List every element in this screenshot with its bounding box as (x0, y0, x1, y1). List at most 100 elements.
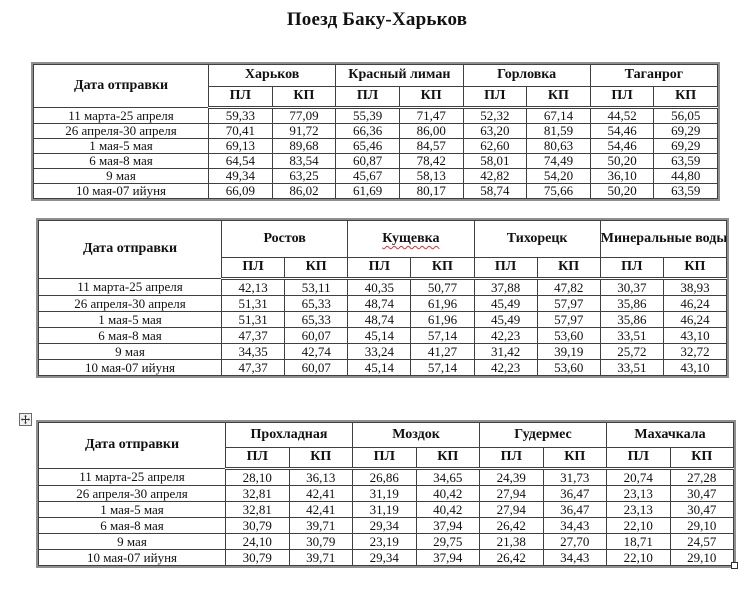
fare-cell: 48,74 (347, 295, 412, 312)
table-row: 1 мая-5 мая 32,81 42,41 31,19 40,42 27,94 36,4… (38, 501, 734, 518)
fare-cell: 46,24 (662, 295, 728, 312)
fare-cell: 30,79 (288, 533, 353, 550)
fare-cell: 32,81 (225, 501, 290, 518)
date-cell: 10 мая-07 ийуня (33, 183, 209, 199)
date-cell: 26 апреля-30 апреля (38, 485, 226, 502)
date-cell: 10 мая-07 ийуня (38, 549, 226, 566)
fare-cell: 58,13 (398, 168, 464, 184)
fare-cell: 22,10 (606, 549, 671, 566)
fare-cell: 42,82 (462, 168, 528, 184)
table-row: 9 мая 49,34 63,25 45,67 58,13 42,82 54,20 36,10… (33, 168, 718, 184)
fare-cell: 63,59 (653, 153, 718, 169)
table-row: 10 мая-07 ийуня 66,09 86,02 61,69 80,17 58,74… (33, 183, 718, 199)
date-column-header: Дата отправки (38, 220, 222, 279)
fare-cell: 61,69 (335, 183, 400, 199)
class-header: КП (284, 257, 349, 280)
fare-cell: 74,49 (526, 153, 591, 169)
class-header: КП (536, 257, 601, 280)
fare-cell: 61,96 (410, 311, 475, 328)
fare-cell: 89,68 (271, 138, 337, 154)
fare-cell: 31,19 (352, 485, 417, 502)
fare-cell: 75,66 (526, 183, 591, 199)
table-row: 26 апреля-30 апреля 70,41 91,72 66,36 86,00 6… (33, 123, 718, 139)
fare-cell: 23,13 (606, 501, 671, 518)
fare-cell: 29,75 (415, 533, 480, 550)
fare-cell: 61,96 (410, 295, 475, 312)
fare-cell: 30,37 (599, 278, 664, 296)
city-header-row: Дата отправки Харьков Красный лиман Горловк… (33, 64, 719, 108)
fare-table-1: Дата отправки Харьков Красный лиман Горловк… (31, 62, 720, 201)
fare-cell: 30,79 (225, 549, 290, 566)
table-row: 11 марта-25 апреля 42,13 53,11 40,35 50,77 37… (38, 278, 728, 296)
fare-cell: 37,94 (415, 549, 480, 566)
table-row: 10 мая-07 ийуня 30,79 39,71 29,34 37,94 26,42… (38, 549, 734, 566)
fare-cell: 39,71 (288, 517, 353, 534)
fare-cell: 62,60 (462, 138, 528, 154)
class-header-row: ПЛ КП ПЛ КП ПЛ КП ПЛ КП (39, 447, 734, 470)
fare-cell: 38,93 (662, 278, 728, 296)
class-header: ПЛ (606, 447, 671, 470)
table-row: 11 марта-25 апреля 28,10 36,13 26,86 34,65 24… (38, 468, 734, 486)
fare-cell: 20,74 (606, 468, 671, 486)
fare-cell: 69,13 (208, 138, 273, 154)
class-header: ПЛ (208, 86, 273, 109)
date-cell: 11 марта-25 апреля (33, 107, 209, 124)
fare-cell: 42,41 (288, 501, 353, 518)
misspelled-word: ийуня (132, 183, 167, 198)
fare-cell: 63,25 (271, 168, 337, 184)
table-row: 1 мая-5 мая 69,13 89,68 65,46 84,57 62,60 80,6… (33, 138, 718, 154)
fare-cell: 63,20 (462, 123, 528, 139)
table-move-handle-icon[interactable] (19, 413, 32, 426)
fare-cell: 57,14 (410, 327, 475, 344)
fare-cell: 47,37 (220, 359, 286, 376)
fare-cell: 34,43 (542, 517, 607, 534)
fare-cell: 35,86 (599, 295, 664, 312)
date-cell: 26 апреля-30 апреля (33, 123, 209, 139)
date-column-header: Дата отправки (33, 64, 209, 108)
fare-cell: 80,17 (398, 183, 464, 199)
fare-cell: 53,11 (284, 278, 349, 296)
city-header: Минеральные воды (599, 220, 728, 258)
fare-cell: 31,73 (542, 468, 607, 486)
class-header: КП (271, 86, 337, 109)
date-column-header: Дата отправки (38, 422, 226, 469)
fare-cell: 45,49 (473, 311, 538, 328)
date-cell: 11 марта-25 апреля (38, 278, 222, 296)
fare-cell: 24,39 (479, 468, 544, 486)
fare-cell: 86,00 (398, 123, 464, 139)
class-header-row: ПЛ КП ПЛ КП ПЛ КП ПЛ КП (34, 86, 718, 109)
class-header: КП (526, 86, 591, 109)
fare-cell: 33,51 (599, 359, 664, 376)
fare-cell: 84,57 (398, 138, 464, 154)
date-cell: 26 апреля-30 апреля (38, 295, 222, 312)
fare-cell: 44,80 (653, 168, 718, 184)
fare-cell: 66,09 (208, 183, 273, 199)
fare-cell: 31,42 (473, 343, 538, 360)
date-cell: 1 мая-5 мая (33, 138, 209, 154)
fare-cell: 27,94 (479, 485, 544, 502)
fare-table-2: Дата отправки Ростов Кущевка Тихорецк Минера… (36, 218, 729, 378)
fare-cell: 59,33 (208, 107, 273, 124)
fare-cell: 32,81 (225, 485, 290, 502)
fare-cell: 24,57 (669, 533, 734, 550)
fare-cell: 91,72 (271, 123, 337, 139)
city-header: Прохладная (225, 422, 353, 448)
fare-cell: 57,97 (536, 295, 601, 312)
fare-cell: 34,65 (415, 468, 480, 486)
fare-cell: 58,01 (462, 153, 528, 169)
fare-cell: 40,35 (347, 278, 412, 296)
misspelled-word: Кущевка (382, 230, 440, 246)
fare-cell: 42,23 (473, 359, 538, 376)
fare-cell: 47,37 (220, 327, 286, 344)
table-row: 1 мая-5 мая 51,31 65,33 48,74 61,96 45,49 57,9… (38, 311, 728, 328)
class-header: КП (398, 86, 464, 109)
fare-cell: 60,07 (284, 327, 349, 344)
fare-cell: 32,72 (662, 343, 728, 360)
fare-cell: 57,14 (410, 359, 475, 376)
fare-cell: 81,59 (526, 123, 591, 139)
table-row: 9 мая 24,10 30,79 23,19 29,75 21,38 27,70 18,71… (38, 533, 734, 550)
fare-cell: 36,13 (288, 468, 353, 486)
table-resize-handle[interactable] (731, 562, 738, 569)
fare-cell: 65,33 (284, 311, 349, 328)
fare-cell: 37,94 (415, 517, 480, 534)
